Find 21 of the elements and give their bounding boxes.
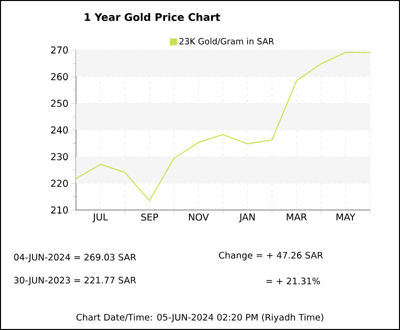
text: 30-JUN-2023 = 221.77 SAR (14, 276, 136, 286)
x-tick-label: JUL (92, 214, 108, 222)
x-tick-label: MAY (336, 214, 356, 220)
y-tick-label: 220 (51, 180, 68, 187)
y-tick-label: 250 (51, 100, 68, 107)
text: 04-JUN-2024 = 269.03 SAR (14, 254, 136, 262)
y-tick-label: 270 (51, 46, 68, 54)
legend-label: 23K Gold/Gram in SAR (180, 38, 274, 46)
y-tick-label: 260 (51, 73, 68, 80)
text: = + 21.31% (266, 278, 320, 284)
x-tick-label: NOV (189, 214, 209, 221)
text: Change = + 47.26 SAR (219, 252, 323, 260)
x-tick-label: JAN (238, 214, 255, 222)
y-tick-label: 230 (51, 153, 68, 160)
text: Chart Date/Time: 05-JUN-2024 02:20 PM (Riyadh Time) (76, 314, 324, 322)
x-tick-label: MAR (286, 214, 307, 220)
y-tick-label: 210 (51, 206, 68, 214)
x-tick-label: SEP (141, 214, 158, 221)
y-tick-label: 240 (51, 126, 68, 134)
chart-title: 1 Year Gold Price Chart (84, 12, 220, 22)
line-series (76, 52, 371, 202)
